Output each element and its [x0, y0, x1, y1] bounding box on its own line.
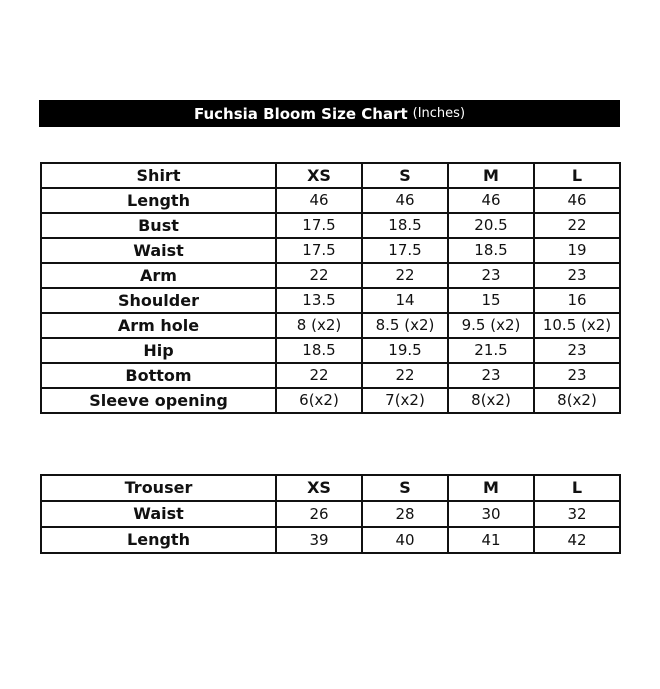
header-cell: S: [361, 162, 449, 189]
header-cell: M: [447, 474, 535, 502]
measurement-label: Length: [40, 187, 277, 214]
size-value: 22: [361, 362, 449, 389]
size-value: 23: [447, 362, 535, 389]
header-cell: Trouser: [40, 474, 277, 502]
table-row: Bottom 22 22 23 23: [40, 362, 621, 389]
table-header-row: Trouser XS S M L: [40, 474, 621, 502]
size-value: 17.5: [361, 237, 449, 264]
table-row: Sleeve opening 6(x2) 7(x2) 8(x2) 8(x2): [40, 387, 621, 414]
measurement-label: Hip: [40, 337, 277, 364]
size-value: 28: [361, 500, 449, 528]
measurement-label: Arm hole: [40, 312, 277, 339]
table-row: Length 39 40 41 42: [40, 526, 621, 554]
table-row: Arm hole 8 (x2) 8.5 (x2) 9.5 (x2) 10.5 (x2): [40, 312, 621, 339]
size-value: 18.5: [275, 337, 363, 364]
size-value: 42: [533, 526, 621, 554]
trouser-size-table: Trouser XS S M L Waist 26 28 30 32 Length 39 40 41 42: [40, 474, 621, 554]
size-value: 10.5 (x2): [533, 312, 621, 339]
size-value: 39: [275, 526, 363, 554]
header-cell: M: [447, 162, 535, 189]
size-value: 8.5 (x2): [361, 312, 449, 339]
table-row: Hip 18.5 19.5 21.5 23: [40, 337, 621, 364]
table-row: Waist 17.5 17.5 18.5 19: [40, 237, 621, 264]
measurement-label: Bust: [40, 212, 277, 239]
title-unit: (Inches): [412, 106, 466, 121]
size-value: 46: [533, 187, 621, 214]
size-value: 23: [533, 262, 621, 289]
size-value: 9.5 (x2): [447, 312, 535, 339]
size-value: 22: [361, 262, 449, 289]
shirt-size-table: Shirt XS S M L Length 46 46 46 46 Bust 17.5 18.5 20.5…: [40, 162, 621, 414]
size-value: 41: [447, 526, 535, 554]
size-value: 15: [447, 287, 535, 314]
size-value: 23: [447, 262, 535, 289]
size-value: 8(x2): [533, 387, 621, 414]
size-value: 6(x2): [275, 387, 363, 414]
size-value: 30: [447, 500, 535, 528]
size-value: 46: [447, 187, 535, 214]
size-value: 17.5: [275, 237, 363, 264]
table-header-row: Shirt XS S M L: [40, 162, 621, 189]
measurement-label: Shoulder: [40, 287, 277, 314]
size-value: 19.5: [361, 337, 449, 364]
table-row: Shoulder 13.5 14 15 16: [40, 287, 621, 314]
size-value: 14: [361, 287, 449, 314]
title-text: Fuchsia Bloom Size Chart: [193, 104, 408, 123]
measurement-label: Waist: [40, 500, 277, 528]
size-value: 18.5: [447, 237, 535, 264]
size-value: 17.5: [275, 212, 363, 239]
size-value: 22: [275, 362, 363, 389]
size-value: 7(x2): [361, 387, 449, 414]
size-value: 18.5: [361, 212, 449, 239]
size-value: 40: [361, 526, 449, 554]
size-value: 8(x2): [447, 387, 535, 414]
size-value: 26: [275, 500, 363, 528]
measurement-label: Length: [40, 526, 277, 554]
size-value: 22: [533, 212, 621, 239]
size-value: 20.5: [447, 212, 535, 239]
measurement-label: Waist: [40, 237, 277, 264]
size-chart-title: Fuchsia Bloom Size Chart (Inches): [39, 100, 620, 127]
size-value: 22: [275, 262, 363, 289]
header-cell: XS: [275, 162, 363, 189]
size-value: 46: [361, 187, 449, 214]
table-row: Waist 26 28 30 32: [40, 500, 621, 528]
header-cell: L: [533, 162, 621, 189]
size-value: 16: [533, 287, 621, 314]
table-row: Bust 17.5 18.5 20.5 22: [40, 212, 621, 239]
header-cell: XS: [275, 474, 363, 502]
size-value: 23: [533, 362, 621, 389]
header-cell: L: [533, 474, 621, 502]
size-value: 32: [533, 500, 621, 528]
size-value: 46: [275, 187, 363, 214]
size-value: 21.5: [447, 337, 535, 364]
size-value: 19: [533, 237, 621, 264]
header-cell: S: [361, 474, 449, 502]
measurement-label: Sleeve opening: [40, 387, 277, 414]
size-value: 23: [533, 337, 621, 364]
table-row: Arm 22 22 23 23: [40, 262, 621, 289]
measurement-label: Arm: [40, 262, 277, 289]
table-row: Length 46 46 46 46: [40, 187, 621, 214]
size-value: 8 (x2): [275, 312, 363, 339]
size-value: 13.5: [275, 287, 363, 314]
header-cell: Shirt: [40, 162, 277, 189]
measurement-label: Bottom: [40, 362, 277, 389]
